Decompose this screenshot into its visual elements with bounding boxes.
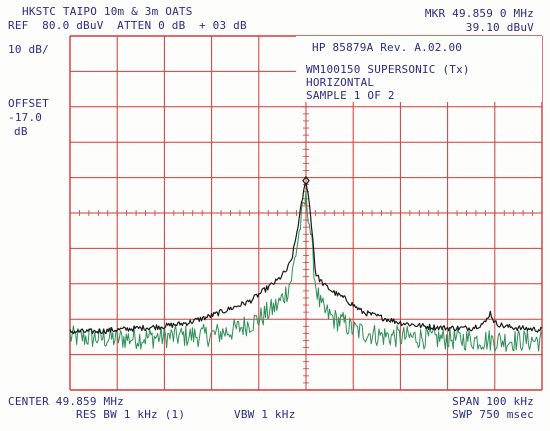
scale-per-div: 10 dB/ xyxy=(8,43,49,56)
video-bandwidth: VBW 1 kHz xyxy=(234,408,296,421)
sample-count: SAMPLE 1 OF 2 xyxy=(306,89,395,102)
trace-max-hold xyxy=(69,182,543,335)
marker-amplitude: 39.10 dBuV xyxy=(465,21,534,34)
offset-value: -17.0 xyxy=(8,111,43,124)
offset-unit: dB xyxy=(14,125,28,138)
marker-diamond xyxy=(302,175,310,186)
resolution-bandwidth: RES BW 1 kHz (1) xyxy=(76,408,186,421)
offset-label: OFFSET xyxy=(8,97,49,110)
info-box xyxy=(296,36,542,102)
center-frequency: CENTER 49.859 MHz xyxy=(8,395,124,408)
trace-sample xyxy=(69,189,543,352)
frequency-span: SPAN 100 kHz xyxy=(452,395,534,408)
polarization: HORIZONTAL xyxy=(306,76,375,89)
device-under-test: WM100150 SUPERSONIC (Tx) xyxy=(306,63,470,76)
reference-level: REF 80.0 dBuV ATTEN 0 dB + 03 dB xyxy=(8,19,247,32)
plot-traces xyxy=(69,175,543,352)
instrument-id: HP 85879A Rev. A.02.00 xyxy=(312,41,463,54)
site-title: HKSTC TAIPO 10m & 3m OATS xyxy=(22,5,193,18)
marker-frequency: MKR 49.859 0 MHz xyxy=(424,7,534,20)
sweep-time: SWP 750 msec xyxy=(452,408,534,421)
